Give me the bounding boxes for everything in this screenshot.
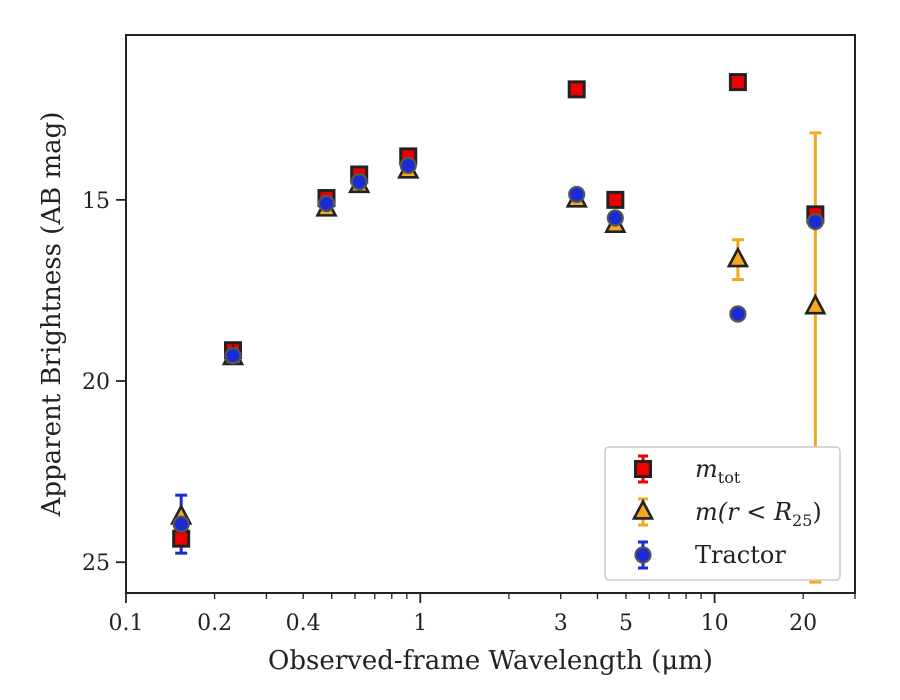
data-point-circle — [606, 209, 624, 227]
data-point-circle — [729, 305, 747, 323]
y-tick-label: 25 — [82, 551, 110, 576]
data-point-circle — [172, 515, 190, 533]
y-tick-label: 20 — [82, 370, 110, 395]
data-point-square — [728, 73, 747, 92]
legend-marker-circle — [634, 546, 652, 564]
legend-label: m(r < R25) — [695, 498, 822, 530]
y-axis-label: Apparent Brightness (AB mag) — [37, 112, 67, 518]
legend-label: Tractor — [695, 541, 786, 569]
x-tick-label: 20 — [789, 611, 817, 636]
x-tick-label: 0.2 — [197, 611, 232, 636]
data-point-circle — [806, 213, 824, 231]
data-point-square — [172, 529, 191, 548]
legend-marker-triangle — [631, 498, 655, 520]
data-point-square — [567, 80, 586, 99]
x-tick-label: 1 — [413, 611, 427, 636]
x-tick-label: 10 — [701, 611, 729, 636]
legend: mtot m(r < R25) Tractor — [604, 446, 841, 581]
data-point-circle — [224, 347, 242, 365]
y-axis-ticks: 15 20 25 — [82, 189, 126, 576]
data-point-triangle — [726, 246, 750, 268]
x-tick-label: 3 — [554, 611, 568, 636]
legend-label: mtot — [695, 455, 741, 487]
legend-marker-square — [634, 460, 652, 478]
data-point-circle — [317, 194, 336, 213]
marker-layer — [170, 73, 827, 548]
data-point-triangle — [804, 293, 827, 315]
data-point-circle — [350, 173, 368, 191]
x-axis-label: Observed-frame Wavelength (μm) — [268, 646, 713, 676]
x-tick-label: 5 — [619, 611, 633, 636]
legend-box — [604, 446, 841, 581]
data-point-circle — [399, 156, 417, 175]
y-tick-label: 15 — [82, 189, 110, 214]
x-tick-label: 0.1 — [109, 611, 144, 636]
plot-frame — [125, 34, 856, 594]
x-tick-label: 0.4 — [286, 611, 321, 636]
x-axis-ticks: 0.1 0.2 0.4 1 3 5 10 20 — [109, 593, 856, 636]
data-point-circle — [568, 185, 586, 204]
data-point-square — [606, 190, 625, 209]
